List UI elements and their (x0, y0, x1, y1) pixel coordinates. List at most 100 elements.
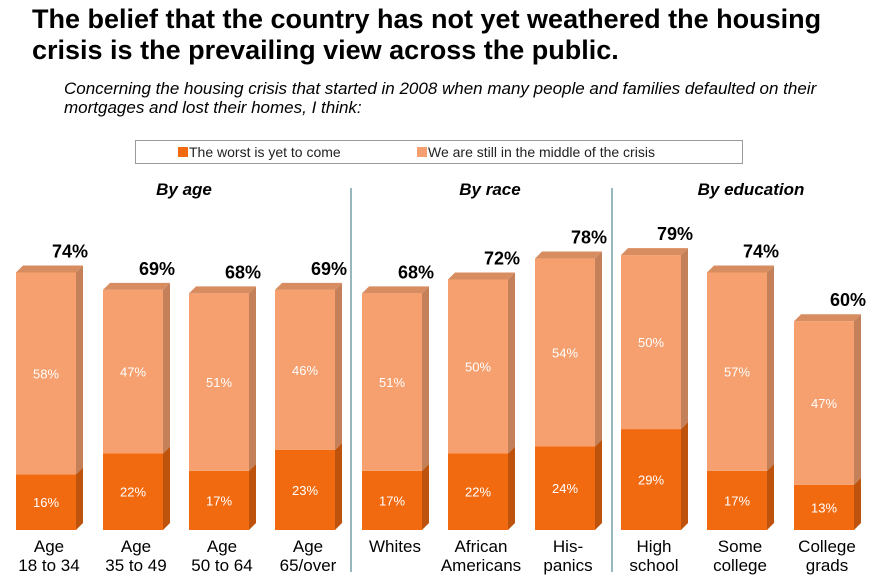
bar-side-middle-6 (595, 251, 602, 447)
bar-side-middle-7 (681, 248, 688, 430)
group-heading-1: By race (459, 180, 520, 199)
label-worst-7: 29% (638, 473, 664, 488)
bar-top-face-9 (794, 314, 861, 322)
label-middle-1: 47% (120, 365, 146, 380)
label-middle-6: 54% (552, 346, 578, 361)
bar-top-face-4 (362, 286, 429, 294)
bar-top-face-2 (189, 286, 256, 294)
bar-side-worst-3 (335, 442, 342, 530)
bar-side-worst-0 (76, 467, 83, 530)
category-label-3-line-0: Age (293, 537, 323, 556)
bar-side-middle-9 (854, 314, 861, 485)
label-worst-5: 22% (465, 485, 491, 500)
chart-subtitle: Concerning the housing crisis that start… (64, 79, 817, 117)
bar-worst-4 (362, 470, 422, 530)
total-label-9: 60% (830, 290, 866, 310)
bar-middle-1 (103, 289, 163, 454)
category-label-2-line-0: Age (207, 537, 237, 556)
category-label-9-line-0: College (798, 537, 856, 556)
total-label-2: 68% (225, 262, 261, 282)
category-label-1-line-0: Age (121, 537, 151, 556)
legend-box (135, 140, 743, 164)
bar-side-worst-4 (422, 463, 429, 530)
bar-worst-3 (275, 449, 335, 530)
bar-middle-4 (362, 293, 422, 471)
legend-swatch-middle (417, 147, 427, 157)
bar-worst-1 (103, 453, 163, 530)
bar-worst-8 (707, 470, 767, 530)
bar-middle-3 (275, 289, 335, 450)
bar-side-worst-5 (508, 446, 515, 530)
legend-label-middle: We are still in the middle of the crisis (428, 144, 655, 160)
label-worst-4: 17% (379, 493, 405, 508)
category-label-7-line-1: school (629, 556, 678, 575)
bar-side-middle-4 (422, 286, 429, 471)
label-middle-9: 47% (811, 396, 837, 411)
group-heading-2: By education (698, 180, 805, 199)
total-label-4: 68% (398, 262, 434, 282)
category-label-0-line-1: 18 to 34 (18, 556, 79, 575)
bar-side-middle-8 (767, 265, 774, 471)
category-label-2-line-1: 50 to 64 (191, 556, 252, 575)
bar-side-middle-3 (335, 282, 342, 450)
bar-middle-8 (707, 272, 767, 471)
bar-top-face-7 (621, 248, 688, 256)
label-worst-8: 17% (724, 493, 750, 508)
bar-worst-2 (189, 470, 249, 530)
bar-middle-5 (448, 279, 508, 454)
label-middle-0: 58% (33, 366, 59, 381)
label-worst-6: 24% (552, 481, 578, 496)
bar-top-face-8 (707, 265, 774, 273)
category-label-4-line-0: Whites (369, 537, 421, 556)
label-worst-0: 16% (33, 495, 59, 510)
bar-middle-2 (189, 293, 249, 471)
total-label-1: 69% (139, 259, 175, 279)
label-middle-8: 57% (724, 365, 750, 380)
category-label-7-line-0: High (637, 537, 672, 556)
label-middle-4: 51% (379, 375, 405, 390)
legend-swatch-worst (178, 147, 188, 157)
bar-side-worst-8 (767, 463, 774, 530)
category-label-5-line-0: African (455, 537, 508, 556)
bar-worst-0 (16, 474, 76, 530)
bar-worst-7 (621, 429, 681, 530)
bar-side-worst-2 (249, 463, 256, 530)
label-middle-3: 46% (292, 363, 318, 378)
bar-middle-7 (621, 255, 681, 430)
bar-worst-6 (535, 446, 595, 530)
bar-worst-5 (448, 453, 508, 530)
bar-side-middle-0 (76, 265, 83, 475)
bar-worst-9 (794, 484, 854, 530)
legend-label-worst: The worst is yet to come (189, 144, 341, 160)
category-label-3-line-1: 65/over (280, 556, 337, 575)
category-label-5-line-1: Americans (441, 556, 521, 575)
bar-side-worst-9 (854, 477, 861, 530)
bar-middle-6 (535, 258, 595, 447)
label-worst-1: 22% (120, 485, 146, 500)
total-label-0: 74% (52, 241, 88, 261)
label-middle-7: 50% (638, 335, 664, 350)
bar-side-middle-5 (508, 272, 515, 454)
label-worst-3: 23% (292, 483, 318, 498)
total-label-7: 79% (657, 224, 693, 244)
label-worst-9: 13% (811, 500, 837, 515)
chart-title: The belief that the country has not yet … (32, 4, 822, 65)
bar-middle-9 (794, 321, 854, 485)
total-label-8: 74% (743, 241, 779, 261)
bar-middle-0 (16, 272, 76, 475)
category-label-1-line-1: 35 to 49 (105, 556, 166, 575)
bar-side-worst-1 (163, 446, 170, 530)
category-label-8-line-1: college (713, 556, 767, 575)
bar-side-worst-7 (681, 422, 688, 530)
label-worst-2: 17% (206, 493, 232, 508)
bar-side-middle-1 (163, 282, 170, 454)
total-label-6: 78% (571, 228, 607, 248)
category-label-0-line-0: Age (34, 537, 64, 556)
category-label-6-line-1: panics (543, 556, 592, 575)
bar-top-face-0 (16, 265, 83, 273)
total-label-5: 72% (484, 248, 520, 268)
category-label-6-line-0: His- (553, 537, 583, 556)
label-middle-2: 51% (206, 375, 232, 390)
bar-side-worst-6 (595, 439, 602, 530)
category-label-9-line-1: grads (806, 556, 849, 575)
